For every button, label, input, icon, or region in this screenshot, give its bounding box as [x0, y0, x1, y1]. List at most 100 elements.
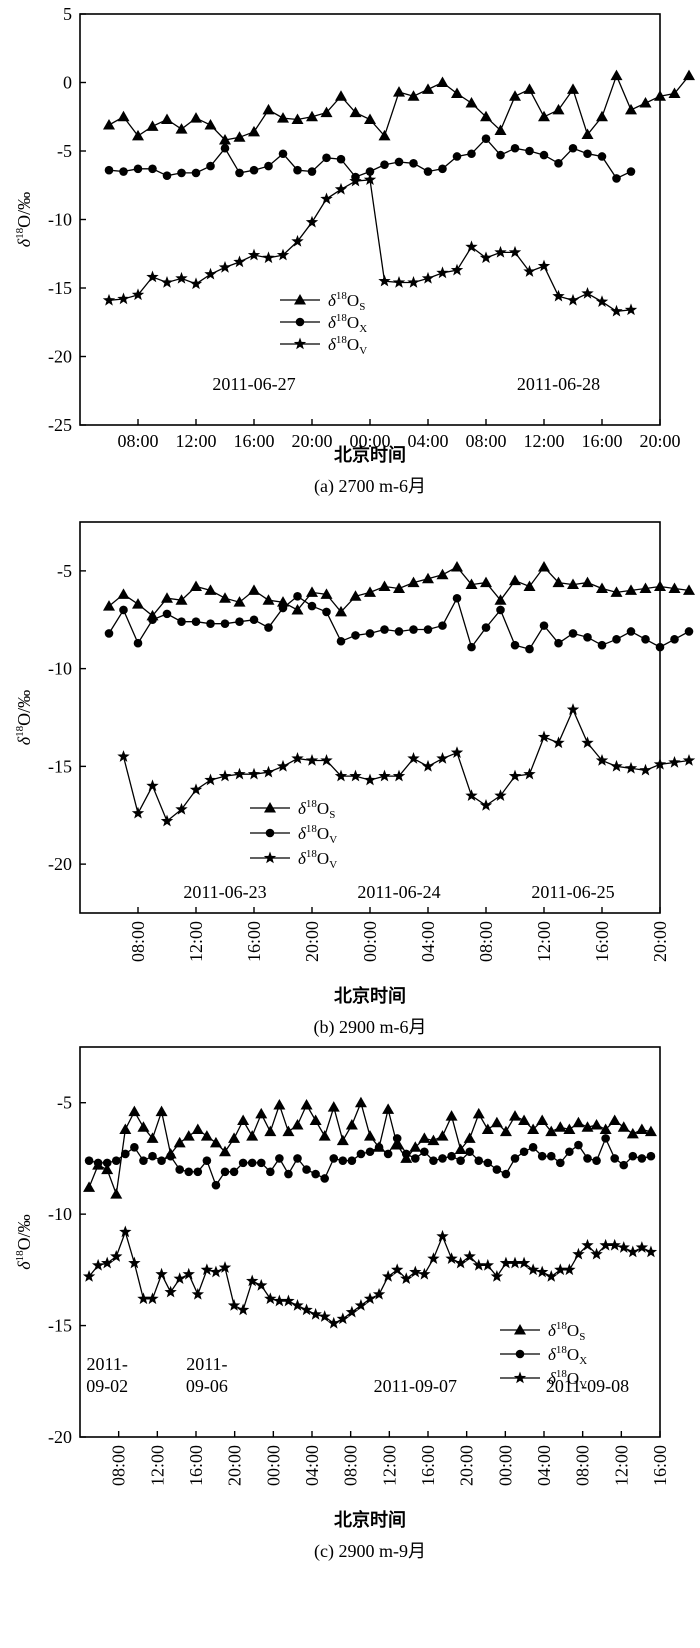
data-point: [282, 1125, 295, 1137]
data-point: [592, 1156, 601, 1165]
data-point: [146, 1132, 159, 1143]
data-point: [320, 192, 333, 205]
data-point: [117, 110, 130, 122]
data-point: [463, 1132, 476, 1143]
data-point: [436, 1229, 449, 1242]
data-point: [545, 1125, 558, 1137]
data-point: [583, 633, 592, 642]
data-point: [601, 1134, 610, 1143]
legend-label: δ18OX: [548, 1344, 587, 1367]
data-point: [372, 1287, 386, 1300]
panel-caption: (c) 2900 m-9月: [314, 1541, 426, 1562]
y-tick-label: -25: [48, 415, 72, 435]
data-point: [427, 1134, 440, 1146]
data-point: [345, 1119, 358, 1130]
series-line: [108, 73, 690, 141]
data-point: [447, 1151, 456, 1161]
data-point: [420, 1147, 429, 1157]
data-point: [83, 1181, 96, 1192]
data-point: [436, 76, 449, 87]
data-point: [526, 1263, 540, 1276]
data-point: [175, 123, 188, 134]
data-point: [378, 580, 391, 592]
chart-panel-2: -5 -10 -15 -20 08:00 12:00 16:00 20:00 00:00 04:0…: [14, 521, 696, 1038]
data-point: [291, 603, 304, 615]
x-tick-label: 04:00: [418, 921, 438, 962]
data-point: [510, 640, 520, 650]
series-triangle: [83, 1096, 657, 1199]
data-point: [131, 288, 145, 301]
x-tick-label: 16:00: [233, 431, 274, 451]
data-point: [277, 112, 289, 123]
data-point: [508, 1256, 522, 1269]
data-point: [236, 1303, 250, 1316]
data-point: [119, 1123, 132, 1134]
data-point: [191, 1287, 204, 1300]
data-point: [563, 1123, 576, 1134]
x-tick-label: 12:00: [534, 921, 554, 962]
data-point: [119, 167, 128, 176]
series-star: [102, 173, 638, 317]
data-point: [599, 1123, 612, 1134]
data-point: [139, 1156, 148, 1165]
data-point: [436, 1130, 449, 1141]
data-point: [454, 1143, 467, 1155]
data-point: [418, 1267, 431, 1280]
data-point: [465, 1147, 474, 1157]
data-point: [581, 736, 594, 749]
data-point: [246, 1130, 259, 1141]
data-point: [209, 1265, 223, 1278]
data-point: [128, 1256, 141, 1269]
data-point: [273, 1294, 286, 1307]
data-point: [182, 1267, 195, 1280]
x-tick-label: 12:00: [379, 1445, 399, 1486]
data-point: [537, 259, 551, 272]
chart-panel-1: 5 0 -5 -10 -15 -20 -25 08:00 12:00 16:00 20:00 00:0…: [14, 4, 695, 497]
data-point: [423, 625, 433, 634]
data-point: [552, 289, 565, 302]
data-point: [479, 798, 493, 811]
legend-label: δ18OV: [328, 334, 367, 357]
plot-frame: [79, 1046, 661, 1438]
data-point: [480, 110, 492, 122]
data-point: [465, 578, 478, 590]
legend-marker: [513, 1371, 527, 1384]
data-point: [523, 580, 536, 592]
date-annotation: 2011-09-07: [374, 1376, 457, 1396]
data-point: [273, 1098, 286, 1110]
x-tick-label: 20:00: [302, 921, 322, 962]
data-point: [509, 90, 521, 101]
data-point: [349, 106, 362, 118]
data-point: [132, 129, 144, 141]
data-point: [133, 638, 143, 648]
data-point: [102, 1158, 112, 1168]
data-point: [639, 97, 652, 108]
data-point: [162, 609, 172, 619]
data-point: [536, 1265, 549, 1278]
data-point: [391, 1263, 404, 1276]
data-point: [566, 293, 580, 306]
date-annotation: 09-02: [86, 1376, 128, 1396]
y-axis-label: δ18O/‰: [14, 1214, 34, 1269]
data-point: [233, 767, 246, 780]
data-point: [481, 134, 491, 143]
data-point: [104, 629, 114, 638]
data-point: [291, 113, 304, 124]
data-point: [175, 802, 188, 815]
data-point: [509, 574, 521, 586]
series-triangle: [103, 560, 695, 621]
data-point: [450, 746, 464, 758]
data-point: [206, 619, 215, 628]
data-point: [610, 586, 623, 597]
data-point: [277, 596, 289, 607]
data-point: [255, 1278, 268, 1291]
data-point: [291, 1119, 304, 1130]
y-tick-label: -15: [48, 278, 72, 298]
data-point: [463, 1249, 476, 1262]
data-point: [572, 1116, 585, 1128]
data-point: [219, 134, 231, 145]
data-point: [438, 1154, 447, 1163]
x-tick-label: 12:00: [611, 1445, 631, 1486]
data-point: [479, 251, 493, 264]
